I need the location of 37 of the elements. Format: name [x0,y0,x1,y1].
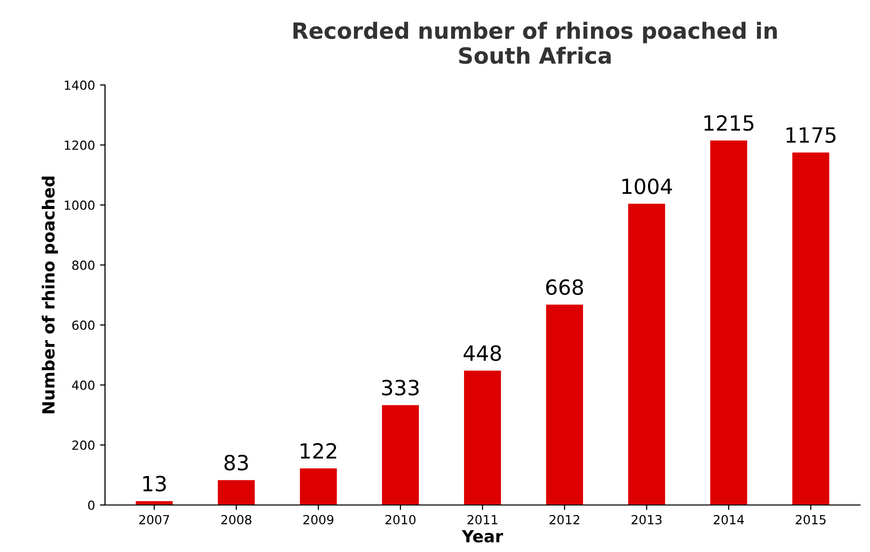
bar [300,468,337,505]
y-axis-title: Number of rhino poached [42,176,58,414]
chart-title: Recorded number of rhinos poached in South Africa [293,22,777,64]
bar [464,370,501,505]
y-tick-label: 200 [72,440,94,450]
x-tick-label: 2015 [796,514,826,524]
data-label: 668 [546,279,584,296]
data-label: 333 [382,380,419,396]
data-label: 1175 [786,127,836,143]
x-tick-label: 2009 [303,514,334,524]
data-label: 13 [143,476,166,492]
y-tick-label: 400 [72,380,94,390]
data-label: 122 [300,443,336,459]
bar [628,204,666,505]
x-tick-label: 2007 [139,514,170,524]
x-tick-label: 2014 [714,514,744,524]
data-label: 448 [464,345,501,362]
y-tick-label: 800 [72,260,94,270]
bar [218,480,255,505]
y-tick-label: 600 [72,320,94,330]
x-tick-label: 2013 [632,514,662,524]
data-label: 1215 [704,115,754,131]
y-tick-label: 1000 [64,200,94,210]
bar [382,405,419,505]
bar [710,140,748,505]
bar [792,152,830,505]
x-tick-label: 2012 [550,514,580,524]
y-tick-label: 1400 [64,80,94,90]
y-tick-label: 1200 [64,140,94,150]
y-tick-label: 0 [88,500,94,510]
x-tick-label: 2010 [385,514,416,524]
data-label: 83 [224,454,248,471]
data-label: 1004 [622,178,672,194]
x-axis-title: Year [462,530,504,542]
x-tick-label: 2008 [221,514,252,524]
bar [546,304,584,505]
x-tick-label: 2011 [468,514,498,524]
